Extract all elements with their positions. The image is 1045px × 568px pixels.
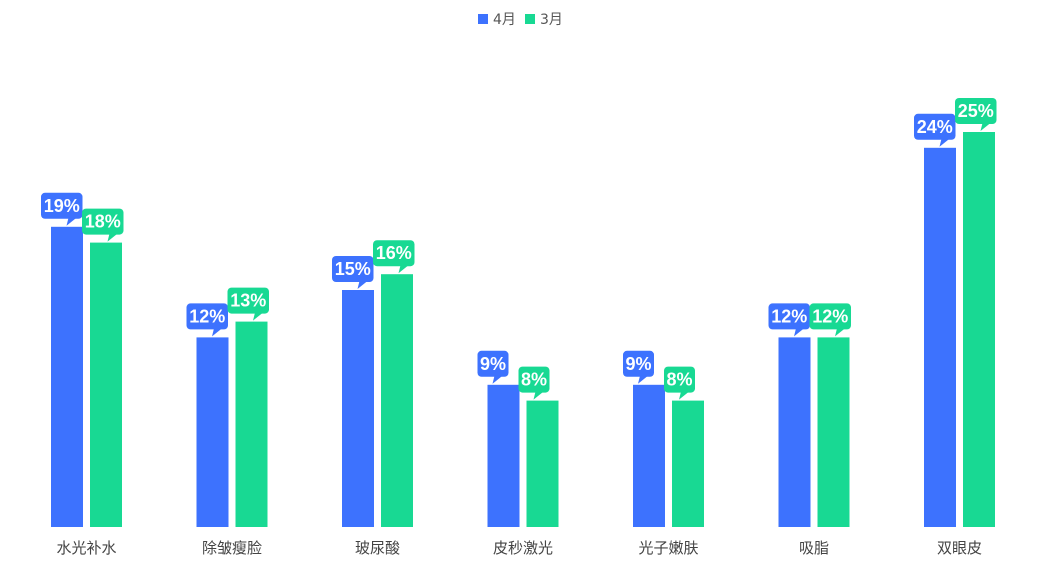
data-label-text: 12% [812,306,848,326]
x-axis: 水光补水 除皱瘦脸 玻尿酸 皮秒激光 光子嫩肤 吸脂 双眼皮 [56,539,982,557]
bar[interactable] [526,400,559,527]
data-label: 8% [518,366,550,400]
data-label: 16% [373,240,415,274]
data-label: 24% [914,113,956,147]
bar[interactable] [817,337,850,527]
category-label: 皮秒激光 [493,539,553,557]
bars [51,132,995,528]
data-label: 19% [41,192,83,226]
data-label-text: 15% [335,259,371,279]
data-label-pointer [212,328,222,337]
data-label-pointer [679,391,689,400]
data-label-box [332,256,374,282]
data-label-box [809,303,851,330]
data-label-box [623,350,654,377]
legend: 4月 3月 [478,12,563,28]
category-label: 双眼皮 [937,539,982,557]
data-label-box [518,366,550,393]
data-label-text: 19% [44,196,80,216]
data-label-pointer [357,281,368,289]
data-label-text: 12% [189,306,225,326]
data-label-box [373,240,415,267]
data-label-box [914,113,956,140]
data-label: 25% [955,98,997,131]
data-label-box [955,98,997,124]
bar[interactable] [342,290,374,527]
legend-label: 3月 [540,12,563,28]
legend-item[interactable]: 3月 [525,12,563,28]
bar[interactable] [90,242,122,527]
data-label-text: 9% [480,354,506,374]
data-label-pointer [398,265,409,274]
data-label-text: 25% [958,101,994,121]
data-label-box [768,303,810,330]
category-label: 光子嫩肤 [638,539,698,557]
bar[interactable] [196,337,229,527]
bar[interactable] [633,384,665,527]
data-label-box [41,192,83,219]
category-label: 玻尿酸 [355,539,400,557]
data-labels: 19%18%12%13%15%16%9%8%9%8%12% 12%24%25% [41,98,997,400]
data-label-text: 18% [85,212,121,232]
bar[interactable] [778,337,811,527]
data-label: 9% [477,350,509,384]
bar[interactable] [51,226,83,528]
data-label-pointer [638,375,648,384]
data-label-box [227,287,269,314]
data-label-pointer [533,391,544,400]
data-label: 12% [809,303,851,337]
data-label: 12% [768,303,810,337]
data-label-text: 8% [521,370,547,390]
data-label: 18% [82,208,124,242]
data-label: 15% [332,256,374,289]
data-label-text: 9% [625,354,651,374]
data-label-text: 16% [376,243,412,263]
data-label-pointer [492,375,503,384]
category-label: 除皱瘦脸 [202,539,262,557]
legend-swatch [525,14,535,24]
data-label-pointer [253,312,263,321]
data-label-pointer [835,328,845,337]
legend-label: 4月 [493,12,516,28]
bar[interactable] [963,132,995,527]
category-label: 水光补水 [56,539,116,557]
bar[interactable] [487,384,520,527]
bar[interactable] [672,400,704,527]
data-label-box [186,303,228,330]
data-label-text: 8% [666,370,692,390]
data-label-box [82,208,124,235]
category-label: 吸脂 [799,539,829,557]
bar[interactable] [235,321,268,527]
data-label-box [664,366,695,393]
data-label-text: 12% [771,306,807,326]
legend-item[interactable]: 4月 [478,12,516,28]
bar[interactable] [381,274,413,527]
data-label-box [477,350,509,377]
data-label-pointer [980,123,991,131]
data-label-text: 24% [917,117,953,137]
data-label: 9% [623,350,654,384]
data-label: 13% [227,287,269,321]
data-label: 12% [186,303,228,337]
data-label-pointer [107,233,118,242]
data-label-pointer [939,138,950,147]
legend-swatch [478,14,488,24]
data-label-pointer [794,328,804,337]
data-label: 8% [664,366,695,400]
data-label-text: 13% [230,291,266,311]
data-label-pointer [66,217,77,226]
bar[interactable] [924,147,956,528]
